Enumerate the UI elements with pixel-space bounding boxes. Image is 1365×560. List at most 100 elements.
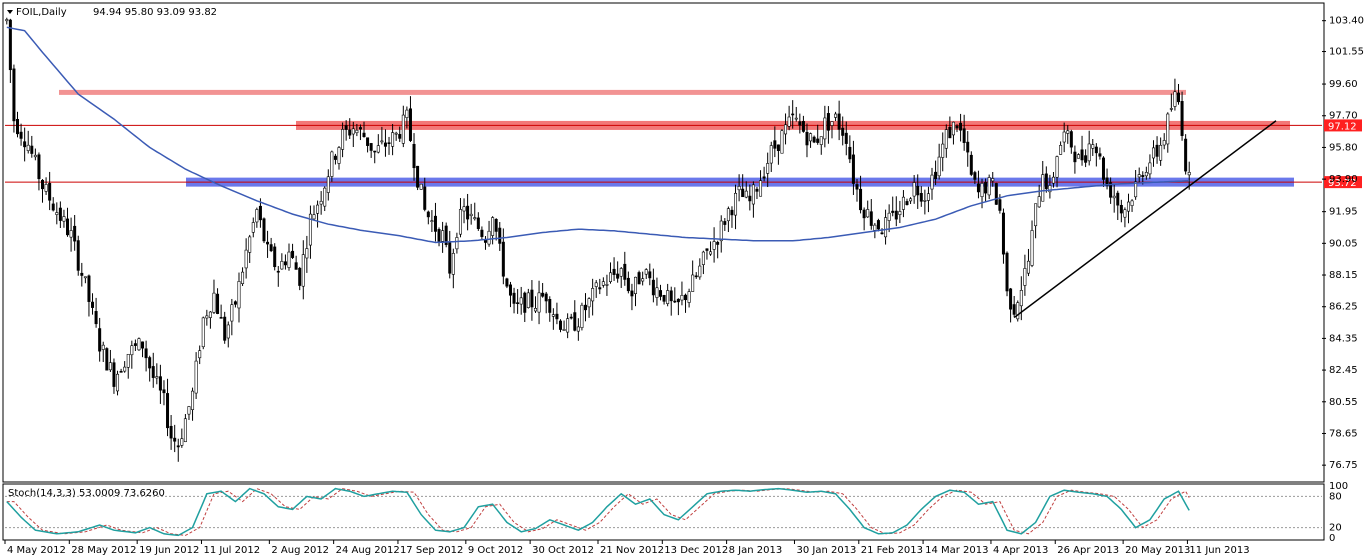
candle-body [73,225,77,242]
candle-body [401,114,405,144]
candle-body [680,295,684,301]
y-tick-label: 82.45 [1329,365,1358,376]
candle-body [1126,201,1130,212]
candle-body [884,217,888,238]
candle-body [237,281,241,309]
candle-body [516,302,520,304]
candle-body [651,279,655,296]
candle-body [30,145,34,154]
candle-body [719,220,723,242]
candle-body [337,147,341,164]
candle-body [626,277,630,292]
candle-body [258,205,262,221]
trendline-group [1013,120,1277,319]
candle-body [166,393,170,429]
candle-body [283,261,287,266]
price-tag [1324,176,1362,189]
candle-body [116,373,120,392]
candle-body [1109,182,1113,198]
y-tick-label: 97.70 [1329,111,1358,122]
candle-body [887,212,891,221]
candle-body [959,122,963,131]
candle-body [430,220,434,222]
candle-body [130,345,134,356]
candle-body [451,253,455,275]
candle-body [823,117,827,140]
candle-body [1041,174,1045,202]
candle-body [1137,174,1141,178]
candle-body [1101,157,1105,180]
candle-body [137,338,141,351]
candle-body [1187,172,1191,176]
candle-body [998,199,1002,211]
candle-body [991,178,995,182]
candle-body [316,204,320,214]
candle-body [112,362,116,387]
candle-body [609,272,613,282]
candle-body [241,271,245,284]
candle-body [37,154,41,180]
candle-body [494,219,498,232]
candle-body [726,208,730,222]
candle-body [341,129,345,150]
candle-body [1062,131,1066,143]
candle-body [1176,92,1180,103]
candle-body [305,248,309,259]
y-tick-label: 99.60 [1329,79,1358,90]
x-tick-label: 20 May 2013 [1125,545,1190,556]
candle-body [1134,181,1138,198]
candle-body [737,186,741,191]
candle-body [769,145,773,164]
candle-body [673,300,677,303]
time-axis: 4 May 2012 28 May 2012 19 Jun 2012 11 Jul 2… [4,540,1250,556]
candle-body [544,293,548,302]
candle-body [80,272,84,276]
candle-body [441,230,445,242]
candle-body [376,145,380,153]
candle-body [1030,230,1034,266]
candle-body [301,254,305,287]
candle-body [148,357,152,369]
candle-body [780,130,784,154]
candle-body [759,180,763,197]
candle-body [1091,144,1095,149]
candle-body [141,341,145,349]
candle-body [601,281,605,286]
candle-body [948,126,952,139]
price-tag-label: 97.12 [1328,121,1357,132]
collapse-arrow-icon[interactable] [7,10,13,14]
candle-body [498,227,502,244]
candle-body [826,113,830,131]
candle-body [66,218,70,236]
stoch-main-line [6,487,1190,537]
candle-body [41,179,45,190]
candle-body [391,132,395,147]
stoch-level-label: 20 [1329,523,1342,534]
candle-body [548,299,552,313]
candle-body [762,176,766,179]
candle-body [691,274,695,292]
candle-body [533,308,537,312]
candle-body [648,271,652,279]
candle-body [591,288,595,302]
candle-body [330,151,334,177]
candle-body [483,239,487,243]
candle-body [198,350,202,359]
candle-body [898,211,902,215]
candle-body [944,129,948,149]
candle-body [951,121,955,136]
x-tick-label: 30 Oct 2012 [532,545,594,556]
candle-body [158,376,162,391]
candle-body [809,133,813,142]
candle-body [1151,147,1155,159]
candle-body [734,192,738,216]
candle-body [941,143,945,158]
candle-body [598,287,602,290]
candle-body [448,242,452,274]
candle-body [437,229,441,242]
candle-body [619,268,623,277]
candle-body [351,128,355,135]
x-tick-label: 8 Jan 2013 [729,545,783,556]
